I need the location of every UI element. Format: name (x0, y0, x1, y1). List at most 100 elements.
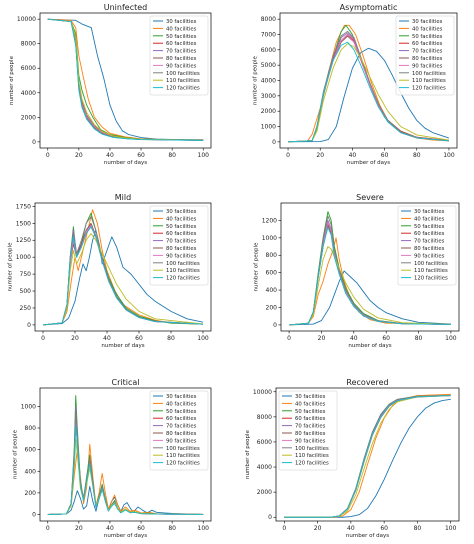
y-tick-label: 1000 (21, 403, 36, 410)
subplot-title: Severe (356, 193, 384, 202)
axes-frame (275, 387, 460, 522)
y-tick-label: 8000 (257, 414, 272, 421)
y-tick-label: 800 (25, 425, 37, 432)
legend-entry: 100 facilities (295, 446, 329, 452)
x-tick-label: 100 (198, 152, 210, 159)
y-tick-label: 2000 (21, 114, 36, 121)
series-lines (284, 393, 451, 518)
x-tick-label: 20 (71, 335, 79, 342)
x-axis-label: number of days (104, 533, 147, 539)
legend-entry: 100 facilities (166, 261, 200, 267)
legend-box (395, 15, 455, 96)
y-tick-label: 8000 (261, 16, 276, 23)
y-tick-label: 750 (20, 271, 32, 278)
series-line (42, 226, 204, 326)
x-tick-label: 60 (381, 152, 389, 159)
legend-entry: 100 facilities (412, 71, 446, 77)
legend-entry: 50 facilities (295, 409, 326, 415)
y-tick-label: 200 (266, 304, 278, 311)
legend-entry: 120 facilities (414, 276, 448, 282)
legend-entry: 70 facilities (412, 49, 443, 55)
series-line (42, 233, 204, 326)
subplot-title: Mild (115, 193, 131, 202)
x-tick-label: 60 (382, 335, 390, 342)
y-axis-label: number of people (13, 429, 19, 479)
x-tick-label: 80 (167, 335, 175, 342)
x-tick-label: 100 (197, 335, 209, 342)
legend-entry: 40 facilities (412, 26, 443, 32)
legend-entry: 30 facilities (166, 209, 197, 215)
x-axis-label: number of days (346, 533, 389, 539)
x-tick-label: 20 (316, 152, 324, 159)
y-tick-label: 250 (20, 305, 32, 312)
x-tick-label: 40 (349, 152, 357, 159)
legend-entry: 40 facilities (414, 216, 445, 222)
series-line (288, 41, 449, 143)
legend-entry: 80 facilities (166, 431, 197, 437)
y-tick-label: 400 (266, 287, 278, 294)
series-line (284, 395, 451, 518)
series-line (289, 270, 451, 326)
legend-entry: 110 facilities (414, 268, 448, 274)
legend-entry: 90 facilities (414, 253, 445, 259)
x-tick-label: 80 (413, 152, 421, 159)
legend-entry: 80 facilities (414, 246, 445, 252)
subplot-title: Critical (112, 378, 140, 387)
x-tick-label: 80 (415, 335, 423, 342)
legend-entry: 120 facilities (295, 461, 329, 467)
y-tick-label: 6000 (257, 439, 272, 446)
subplot-title: Uninfected (104, 3, 148, 12)
subplot-title: Recovered (346, 378, 388, 387)
y-tick-label: 0 (268, 514, 272, 521)
legend-entry: 90 facilities (295, 438, 326, 444)
legend-entry: 60 facilities (166, 416, 197, 422)
series-lines (47, 18, 204, 141)
y-axis-label: number of people (9, 55, 15, 105)
series-line (47, 18, 204, 141)
axes-frame (280, 202, 460, 332)
x-tick-label: 80 (414, 525, 422, 532)
legend-entry: 110 facilities (166, 268, 200, 274)
y-tick-label: 1500 (16, 220, 31, 227)
y-tick-label: 7000 (261, 31, 276, 38)
series-line (47, 18, 204, 141)
series-lines (42, 209, 204, 326)
y-tick-label: 200 (25, 490, 37, 497)
legend-entry: 90 facilities (412, 63, 443, 69)
y-tick-label: 4000 (261, 78, 276, 85)
x-tick-label: 20 (314, 525, 322, 532)
legend-entry: 30 facilities (295, 394, 326, 400)
x-tick-label: 60 (137, 152, 145, 159)
legend-entry: 60 facilities (166, 41, 197, 47)
x-tick-label: 40 (106, 525, 114, 532)
legend-entry: 110 facilities (295, 453, 329, 459)
legend-entry: 50 facilities (166, 34, 197, 40)
legend-entry: 30 facilities (412, 19, 443, 25)
legend-entry: 120 facilities (166, 276, 200, 282)
legend-entry: 30 facilities (166, 19, 197, 25)
subplot-0: Uninfected 0 20 40 60 80 100 0 2000 4000 6000 8000 1… (9, 3, 212, 166)
y-tick-label: 5000 (261, 62, 276, 69)
x-tick-label: 0 (287, 335, 291, 342)
series-line (47, 485, 204, 515)
y-tick-label: 600 (266, 270, 278, 277)
y-axis-label: number of people (254, 242, 260, 292)
legend-entry: 40 facilities (166, 401, 197, 407)
legend-entry: 30 facilities (414, 209, 445, 215)
x-tick-label: 0 (41, 335, 45, 342)
y-axis-label: number of people (245, 429, 251, 479)
y-tick-label: 0 (27, 322, 31, 329)
legend-entry: 90 facilities (166, 63, 197, 69)
axes-frame (39, 387, 212, 522)
series-line (284, 398, 451, 518)
legend-entry: 70 facilities (414, 239, 445, 245)
y-tick-label: 1000 (16, 254, 31, 261)
y-axis-label: number of people (253, 55, 259, 105)
legend-entry: 40 facilities (166, 26, 197, 32)
axes-frame (34, 202, 212, 332)
